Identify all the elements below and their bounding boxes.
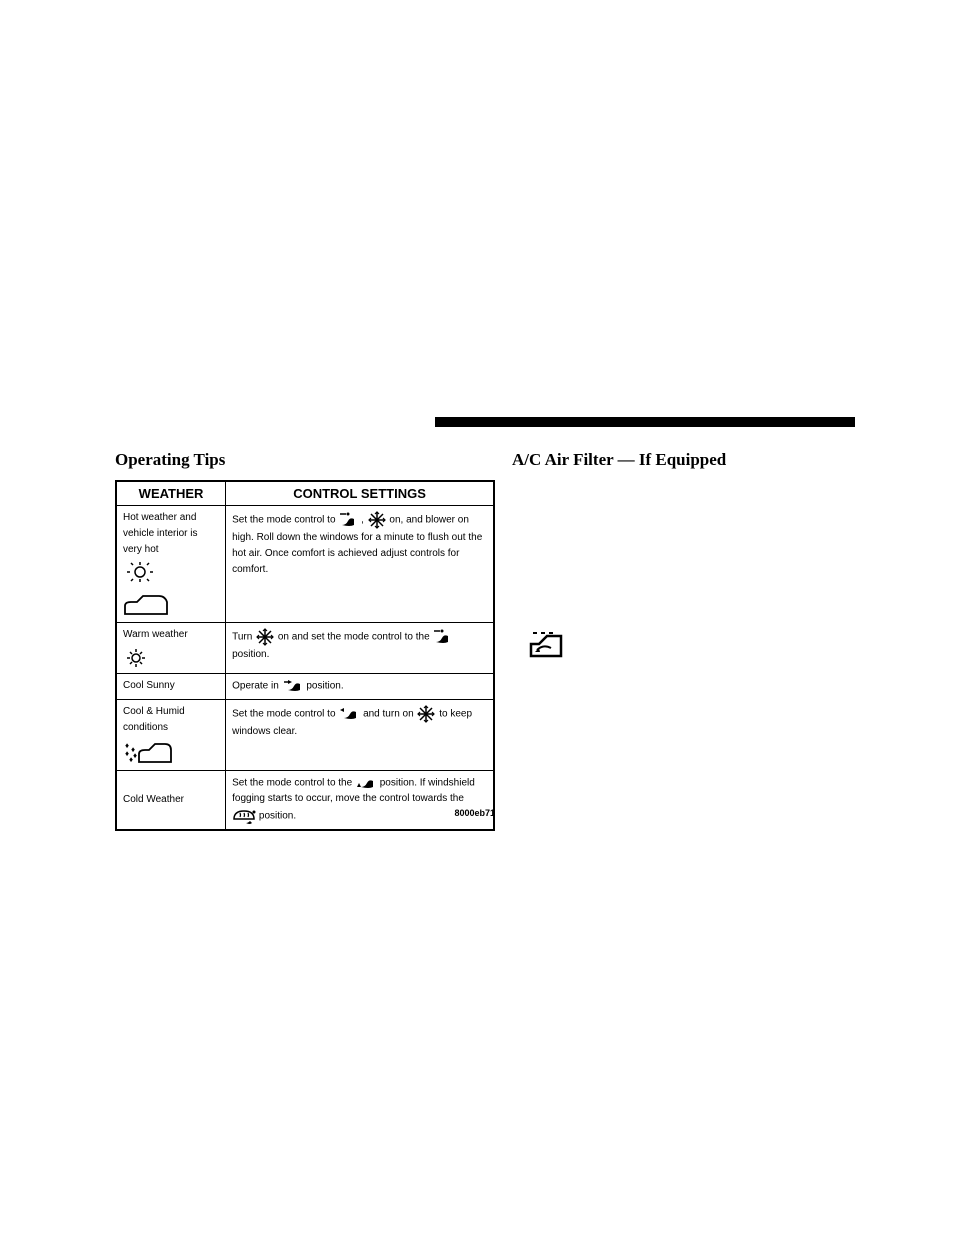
sun-icon: [123, 562, 157, 592]
table-row: Cool Sunny Operate in position.: [116, 674, 494, 700]
weather-text: Cool & Humid conditions: [123, 706, 185, 733]
snowflake-icon: [416, 704, 436, 724]
mix-vent-icon: [338, 706, 360, 722]
weather-cell: Hot weather and vehicle interior is very…: [116, 506, 226, 623]
control-text: on and set the mode control to the: [278, 632, 433, 643]
weather-cell: Cool & Humid conditions ♦ ♦ ♦ ♦ ♦: [116, 699, 226, 770]
control-cell: Set the mode control to and turn on to k…: [226, 699, 494, 770]
floor-vent-icon: [355, 775, 377, 791]
control-text: position.: [306, 681, 343, 692]
table-row: Cool & Humid conditions ♦ ♦ ♦ ♦ ♦ Set th…: [116, 699, 494, 770]
rain-car-icon: ♦ ♦ ♦ ♦ ♦: [123, 740, 173, 766]
control-cell: Set the mode control to the position. If…: [226, 770, 494, 830]
weather-text: Hot weather and vehicle interior is very…: [123, 512, 197, 555]
snowflake-icon: [255, 627, 275, 647]
sun-icon: [123, 647, 149, 669]
weather-text: Cold Weather: [123, 794, 184, 805]
control-text: position.: [259, 811, 296, 822]
control-cell: Turn on and set the mode control to the …: [226, 623, 494, 674]
weather-text: Cool Sunny: [123, 680, 175, 691]
car-icon: [123, 594, 169, 618]
left-column: Operating Tips WEATHER CONTROL SETTINGS …: [115, 450, 495, 831]
table-header-row: WEATHER CONTROL SETTINGS: [116, 481, 494, 506]
control-cell: Operate in position.: [226, 674, 494, 700]
weather-cell: Cool Sunny: [116, 674, 226, 700]
panel-vent-icon: [432, 628, 452, 646]
ac-filter-heading: A/C Air Filter — If Equipped: [512, 450, 872, 470]
control-header: CONTROL SETTINGS: [226, 481, 494, 506]
table-row: Hot weather and vehicle interior is very…: [116, 506, 494, 623]
table-row: Cold Weather Set the mode control to the…: [116, 770, 494, 830]
weather-header: WEATHER: [116, 481, 226, 506]
snowflake-icon: [367, 510, 387, 530]
control-text: position.: [232, 649, 269, 660]
weather-cell: Cold Weather: [116, 770, 226, 830]
table-row: Warm weather Turn: [116, 623, 494, 674]
weather-cell: Warm weather: [116, 623, 226, 674]
control-text: Set the mode control to: [232, 515, 338, 526]
control-text: and turn on: [363, 708, 416, 719]
right-column: A/C Air Filter — If Equipped: [512, 450, 872, 660]
control-text: Set the mode control to the: [232, 777, 355, 788]
control-cell: Set the mode control to , on, and blower…: [226, 506, 494, 623]
bilevel-vent-icon: [282, 678, 304, 694]
control-text: Turn: [232, 632, 255, 643]
panel-vent-icon: [338, 511, 358, 529]
control-text: Set the mode control to: [232, 708, 338, 719]
defrost-icon: [232, 807, 256, 825]
svg-text:♦: ♦: [129, 755, 133, 764]
header-black-bar: [435, 417, 855, 427]
control-text: Operate in: [232, 681, 281, 692]
operating-tips-heading: Operating Tips: [115, 450, 495, 470]
weather-text: Warm weather: [123, 629, 188, 640]
image-ref-label: 8000eb71: [454, 808, 495, 818]
control-settings-table: WEATHER CONTROL SETTINGS Hot weather and…: [115, 480, 495, 831]
recirc-icon-block: [527, 630, 872, 660]
svg-text:♦: ♦: [133, 751, 137, 760]
recirculation-icon: [527, 630, 565, 660]
